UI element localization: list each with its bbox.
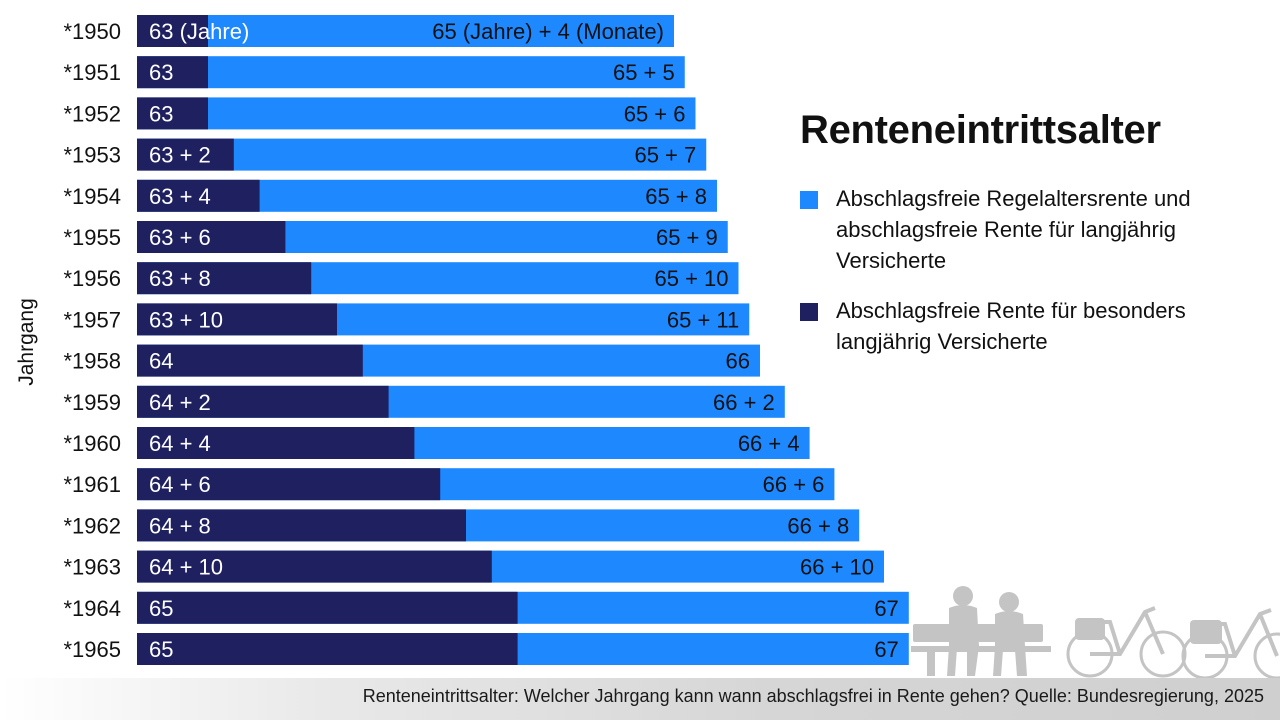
y-tick-label: *1951 bbox=[63, 60, 121, 85]
y-tick-label: *1962 bbox=[63, 513, 121, 538]
data-label-besonders-langjaehrig: 63 + 2 bbox=[149, 143, 211, 168]
y-tick-label: *1955 bbox=[63, 225, 121, 250]
bar-regelaltersrente bbox=[137, 56, 685, 89]
bar-besonders-langjaehrig bbox=[137, 550, 492, 583]
data-label-regelaltersrente: 65 + 10 bbox=[654, 266, 728, 291]
y-tick-label: *1956 bbox=[63, 266, 121, 291]
data-label-besonders-langjaehrig: 63 bbox=[149, 101, 173, 126]
bar-besonders-langjaehrig bbox=[137, 303, 337, 336]
data-label-besonders-langjaehrig: 63 + 10 bbox=[149, 307, 223, 332]
bar-row: *1959 64 + 2 66 + 2 bbox=[63, 385, 785, 418]
bar-regelaltersrente bbox=[137, 15, 674, 47]
data-label-besonders-langjaehrig: 64 bbox=[149, 349, 173, 374]
chart-title: Renteneintrittsalter bbox=[800, 108, 1161, 152]
data-label-besonders-langjaehrig: 65 bbox=[149, 637, 173, 662]
data-label-regelaltersrente: 67 bbox=[874, 596, 898, 621]
data-label-besonders-langjaehrig: 63 + 4 bbox=[149, 184, 211, 209]
data-label-regelaltersrente: 67 bbox=[874, 637, 898, 662]
y-tick-label: *1963 bbox=[63, 555, 121, 580]
legend-label: Abschlagsfreie Regelaltersrente und absc… bbox=[836, 186, 1191, 273]
bar-besonders-langjaehrig bbox=[137, 221, 286, 253]
bar-regelaltersrente bbox=[137, 97, 696, 130]
data-label-regelaltersrente: 65 + 6 bbox=[624, 101, 686, 126]
bar-row: *1955 63 + 6 65 + 9 bbox=[63, 221, 728, 253]
data-label-regelaltersrente: 66 + 2 bbox=[713, 390, 775, 415]
bar-row: *1961 64 + 6 66 + 6 bbox=[63, 468, 835, 501]
bar-row: *1954 63 + 4 65 + 8 bbox=[63, 179, 717, 212]
data-label-besonders-langjaehrig: 63 + 8 bbox=[149, 266, 211, 291]
y-axis-title: Jahrgang bbox=[15, 298, 38, 386]
bar-row: *1957 63 + 10 65 + 11 bbox=[63, 303, 750, 336]
footer-source-text: Renteneintrittsalter: Welcher Jahrgang k… bbox=[362, 686, 1264, 706]
data-label-regelaltersrente: 65 + 7 bbox=[634, 143, 696, 168]
bar-besonders-langjaehrig bbox=[137, 385, 389, 418]
y-tick-label: *1954 bbox=[63, 184, 121, 209]
bar-besonders-langjaehrig bbox=[137, 15, 208, 47]
bars-group: *1950 63 (Jahre) 65 (Jahre) + 4 (Monate)*1… bbox=[63, 15, 909, 665]
data-label-regelaltersrente: 65 + 5 bbox=[613, 60, 675, 85]
data-label-besonders-langjaehrig: 64 + 8 bbox=[149, 513, 211, 538]
y-tick-label: *1960 bbox=[63, 431, 121, 456]
bar-besonders-langjaehrig bbox=[137, 509, 466, 542]
bar-besonders-langjaehrig bbox=[137, 633, 518, 665]
y-tick-label: *1958 bbox=[63, 349, 121, 374]
data-label-regelaltersrente: 65 + 8 bbox=[645, 184, 707, 209]
y-tick-label: *1953 bbox=[63, 143, 121, 168]
bar-row: *1956 63 + 8 65 + 10 bbox=[63, 262, 739, 295]
legend-label: Abschlagsfreie Rente für besonders langj… bbox=[836, 298, 1186, 354]
bar-row: *1964 65 67 bbox=[63, 591, 909, 624]
bar-besonders-langjaehrig bbox=[137, 138, 234, 171]
data-label-regelaltersrente: 66 + 6 bbox=[763, 472, 825, 497]
data-label-regelaltersrente: 65 + 9 bbox=[656, 225, 718, 250]
data-label-besonders-langjaehrig: 63 (Jahre) bbox=[149, 19, 249, 44]
bar-row: *1950 63 (Jahre) 65 (Jahre) + 4 (Monate) bbox=[63, 15, 674, 47]
y-tick-label: *1950 bbox=[63, 19, 121, 44]
y-tick-label: *1961 bbox=[63, 472, 121, 497]
seniors-bicycles-illustration-icon bbox=[911, 586, 1280, 678]
data-label-regelaltersrente: 66 + 10 bbox=[800, 555, 874, 580]
data-label-regelaltersrente: 65 (Jahre) + 4 (Monate) bbox=[432, 19, 664, 44]
legend-swatch-light-blue bbox=[800, 191, 818, 209]
bar-row: *1958 64 66 bbox=[63, 344, 760, 377]
bar-row: *1960 64 + 4 66 + 4 bbox=[63, 427, 810, 459]
data-label-besonders-langjaehrig: 65 bbox=[149, 596, 173, 621]
bar-besonders-langjaehrig bbox=[137, 344, 363, 377]
data-label-regelaltersrente: 66 + 4 bbox=[738, 431, 800, 456]
y-tick-label: *1965 bbox=[63, 637, 121, 662]
bar-besonders-langjaehrig bbox=[137, 179, 260, 212]
data-label-besonders-langjaehrig: 64 + 10 bbox=[149, 555, 223, 580]
bar-row: *1962 64 + 8 66 + 8 bbox=[63, 509, 860, 542]
data-label-besonders-langjaehrig: 64 + 2 bbox=[149, 390, 211, 415]
data-label-besonders-langjaehrig: 63 bbox=[149, 60, 173, 85]
data-label-besonders-langjaehrig: 63 + 6 bbox=[149, 225, 211, 250]
y-tick-label: *1957 bbox=[63, 307, 121, 332]
bar-besonders-langjaehrig bbox=[137, 427, 415, 459]
legend-swatch-dark-navy bbox=[800, 303, 818, 321]
footer-bar: Renteneintrittsalter: Welcher Jahrgang k… bbox=[0, 678, 1280, 720]
bar-row: *1952 63 65 + 6 bbox=[63, 97, 696, 130]
y-tick-label: *1952 bbox=[63, 101, 121, 126]
bar-besonders-langjaehrig bbox=[137, 262, 312, 295]
bar-row: *1965 65 67 bbox=[63, 633, 909, 665]
data-label-regelaltersrente: 66 bbox=[726, 349, 750, 374]
y-tick-label: *1964 bbox=[63, 596, 121, 621]
data-label-besonders-langjaehrig: 64 + 4 bbox=[149, 431, 211, 456]
bar-besonders-langjaehrig bbox=[137, 97, 208, 130]
bar-row: *1953 63 + 2 65 + 7 bbox=[63, 138, 707, 171]
y-tick-label: *1959 bbox=[63, 390, 121, 415]
data-label-regelaltersrente: 66 + 8 bbox=[787, 513, 849, 538]
data-label-besonders-langjaehrig: 64 + 6 bbox=[149, 472, 211, 497]
bar-row: *1951 63 65 + 5 bbox=[63, 56, 685, 89]
bar-row: *1963 64 + 10 66 + 10 bbox=[63, 550, 884, 583]
bar-besonders-langjaehrig bbox=[137, 468, 441, 501]
bar-besonders-langjaehrig bbox=[137, 591, 518, 624]
data-label-regelaltersrente: 65 + 11 bbox=[667, 307, 739, 332]
bar-besonders-langjaehrig bbox=[137, 56, 208, 89]
